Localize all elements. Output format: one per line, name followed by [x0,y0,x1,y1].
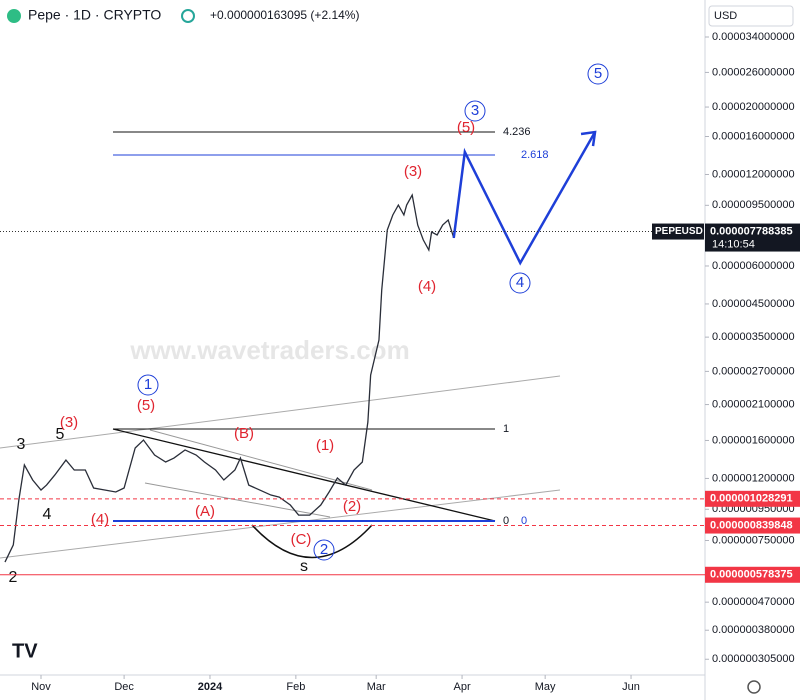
y-tick-label: 0.000001600000 [712,434,795,446]
symbol: Pepe · 1D · CRYPTO [28,7,161,23]
wave-label: (3) [60,414,78,431]
trend-line [149,429,373,491]
countdown: 14:10:54 [712,238,755,250]
watermark: www.wavetraders.com [129,335,409,365]
symbol-icon [7,9,21,23]
wave-label: (4) [91,511,109,528]
wave-label: 5 [56,426,65,443]
y-tick-label: 0.000009500000 [712,199,795,211]
y-tick-label: 0.000000380000 [712,624,795,636]
wave-label: (2) [343,498,361,515]
fib-label: 2.618 [521,149,549,161]
y-tick-label: 0.000000470000 [712,596,795,608]
y-tick-label: 0.000012000000 [712,168,795,180]
price-axis [705,0,800,700]
x-tick-label: Jun [622,681,640,693]
channel-line [0,489,561,559]
wave-label: (4) [418,278,436,295]
x-tick-label: Feb [286,681,305,693]
y-tick-label: 0.000002100000 [712,398,795,410]
arrow-head [580,130,597,147]
wave-label: 3 [17,436,26,453]
wave-label: (1) [316,437,334,454]
wave-circle [587,63,609,85]
symbol-tag-label: PEPEUSD [655,226,703,237]
last-price-label: 0.000007788385 [710,225,793,237]
settings-icon[interactable] [747,680,761,694]
x-tick-label: Dec [114,681,134,693]
wave-circle [464,100,486,122]
y-tick-label: 0.000004500000 [712,298,795,310]
price-tag-label: 0.000000839848 [710,519,793,531]
currency[interactable]: USD [714,10,737,22]
y-tick-label: 0.000001200000 [712,472,795,484]
x-tick-label: Mar [367,681,386,693]
wave-circle [137,374,159,396]
price-tag-label: 0.000000578375 [710,569,793,581]
fib-label: 0 [521,515,527,527]
wave-label: 5 [594,65,602,82]
price-tag [705,490,800,507]
wave-label: 1 [144,376,152,393]
x-tick-label: May [535,681,556,693]
wave-label: (B) [234,425,254,442]
change: +0.000000163095 (+2.14%) [210,8,359,22]
y-tick-label: 0.000026000000 [712,66,795,78]
wave-label: (5) [457,119,475,136]
trend-line [144,482,331,518]
logo: TV [12,640,38,662]
wave-label: (3) [404,163,422,180]
drawings [0,63,609,561]
y-tick-label: 0.000020000000 [712,101,795,113]
trend-line [112,428,496,522]
wave-label: 2 [9,569,18,586]
wave-labels: 3 5 4 2 s (3) (5) (4) (B) (A) (1) (2) (C… [9,65,603,586]
symbol-tag [652,223,704,240]
y-tick-label: 0.000000750000 [712,534,795,546]
price-tag-label: 0.000001028291 [710,493,793,505]
y-tick-label: 0.000003500000 [712,331,795,343]
arc [251,524,373,559]
wave-label: 3 [471,102,479,119]
wave-label: 2 [320,541,328,558]
wave-label: 4 [43,506,52,523]
wave-label: (A) [195,503,215,520]
status-icon [181,9,195,23]
price-tag [705,566,800,583]
wave-label: (C) [291,531,312,548]
wave-circle [313,539,335,561]
last-price-tag [705,223,800,252]
x-tick-label: 2024 [198,681,223,693]
wave-circle [509,272,531,294]
fib-label: 1 [503,423,509,435]
channel-line [0,375,561,449]
y-tick-label: 0.000000305000 [712,653,795,665]
header: Pepe · 1D · CRYPTO +0.000000163095 (+2.1… [7,7,359,23]
y-tick-label: 0.000016000000 [712,130,795,142]
x-tick-label: Apr [453,681,470,693]
price-line [4,193,455,563]
wave-label: (5) [137,397,155,414]
fib-label: 4.236 [503,126,531,138]
wave-label: 4 [516,274,524,291]
projection [452,131,597,266]
y-tick-label: 0.000002700000 [712,365,795,377]
currency-button[interactable] [708,5,794,27]
y-tick-label: 0.000034000000 [712,31,795,43]
price-tag [705,517,800,534]
wave-label: s [300,558,308,575]
x-tick-label: Nov [31,681,51,693]
fib-label: 0 [503,515,509,527]
y-tick-label: 0.000006000000 [712,260,795,272]
